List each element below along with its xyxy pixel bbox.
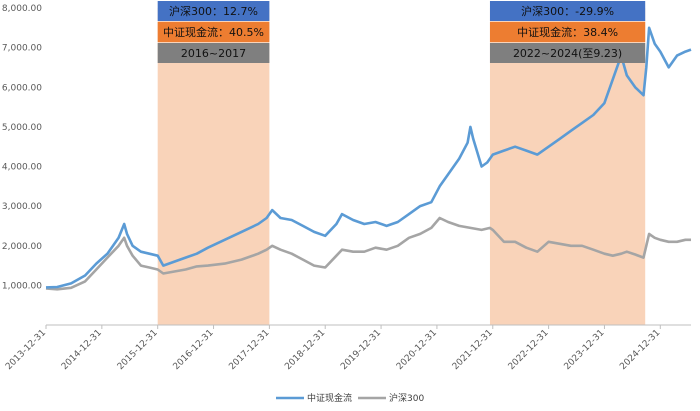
x-tick-label: 2019-12-31 <box>339 328 383 372</box>
annotation-box-period <box>489 43 646 63</box>
x-tick-label: 2023-12-31 <box>563 328 607 372</box>
annotation-label-cashflow: 中证现金流：40.5% <box>163 25 264 39</box>
x-tick-label: 2015-12-31 <box>116 328 160 372</box>
x-tick-label: 2013-12-31 <box>4 328 48 372</box>
series-line-csi300 <box>45 216 691 291</box>
x-tick-label: 2016-12-31 <box>172 328 216 372</box>
annotation-box-csi300 <box>489 1 646 21</box>
y-tick-label: 5,000.00 <box>2 123 42 133</box>
annotation-box-cashflow <box>157 22 270 42</box>
annotation-box-cashflow <box>489 22 646 42</box>
x-tick-label: 2022-12-31 <box>507 328 551 372</box>
x-tick-label: 2021-12-31 <box>451 328 495 372</box>
y-tick-label: 3,000.00 <box>2 202 42 212</box>
annotation-label-cashflow: 中证现金流：38.4% <box>517 25 618 39</box>
x-tick-label: 2017-12-31 <box>227 328 271 372</box>
y-tick-label: 2,000.00 <box>2 242 42 252</box>
series-line-cashflow <box>45 26 692 289</box>
y-tick-label: 6,000.00 <box>2 83 42 93</box>
x-tick-label: 2020-12-31 <box>395 328 439 372</box>
period-annotations: 沪深300：12.7% 中证现金流：40.5% 2016~2017 沪深300：-29… <box>157 1 646 63</box>
legend-label-1: 中证现金流 <box>307 392 352 404</box>
y-axis: 1,000.00 2,000.00 3,000.00 4,000.00 5,000.00… <box>2 4 42 291</box>
legend-label-2: 沪深300 <box>389 392 424 404</box>
x-tick-label: 2014-12-31 <box>60 328 104 372</box>
annotation-box-csi300 <box>157 1 270 21</box>
y-tick-label: 4,000.00 <box>2 163 42 173</box>
x-axis: 2013-12-31 2014-12-31 2015-12-31 2016-12-31… <box>4 324 691 372</box>
y-tick-label: 1,000.00 <box>2 281 42 291</box>
annotation-label-period: 2022~2024(至9.23) <box>513 47 622 60</box>
legend: 中证现金流 沪深300 <box>276 392 424 404</box>
annotation-label-period: 2016~2017 <box>181 47 246 60</box>
x-tick-label: 2024-12-31 <box>618 328 662 372</box>
annotation-label-csi300: 沪深300：12.7% <box>169 4 258 18</box>
y-tick-label: 8,000.00 <box>2 4 42 14</box>
annotation-label-csi300: 沪深300：-29.9% <box>521 4 614 18</box>
x-tick-label: 2018-12-31 <box>283 328 327 372</box>
y-tick-label: 7,000.00 <box>2 44 42 54</box>
annotation-box-period <box>157 43 270 63</box>
series-lines <box>45 26 692 291</box>
